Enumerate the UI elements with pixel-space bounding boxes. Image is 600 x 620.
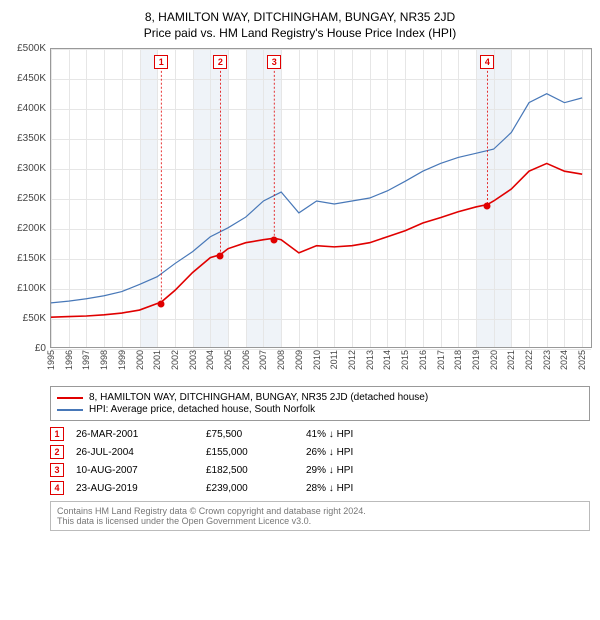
x-tick: 1998 [99,350,109,370]
sale-dot [217,253,224,260]
sale-price: £239,000 [206,483,306,494]
x-tick: 1996 [64,350,74,370]
sale-pct: 28% ↓ HPI [306,483,426,494]
x-tick: 1995 [46,350,56,370]
legend: 8, HAMILTON WAY, DITCHINGHAM, BUNGAY, NR… [50,386,590,421]
x-tick: 2003 [188,350,198,370]
legend-label: 8, HAMILTON WAY, DITCHINGHAM, BUNGAY, NR… [89,392,428,403]
x-tick: 2016 [418,350,428,370]
sale-dot [484,202,491,209]
footer: Contains HM Land Registry data © Crown c… [50,501,590,531]
x-tick: 2002 [170,350,180,370]
legend-row: 8, HAMILTON WAY, DITCHINGHAM, BUNGAY, NR… [57,392,583,403]
x-tick: 2014 [382,350,392,370]
sale-pct: 41% ↓ HPI [306,429,426,440]
footer-line2: This data is licensed under the Open Gov… [57,516,583,526]
sale-row: 4 23-AUG-2019£239,00028% ↓ HPI [50,481,590,495]
sales-table: 1 26-MAR-2001£75,50041% ↓ HPI 2 26-JUL-2004… [50,427,590,495]
page-subtitle: Price paid vs. HM Land Registry's House … [8,26,592,40]
footer-line1: Contains HM Land Registry data © Crown c… [57,506,583,516]
x-tick: 2017 [436,350,446,370]
series-property [51,163,582,317]
x-tick: 2018 [453,350,463,370]
sale-row: 2 26-JUL-2004£155,00026% ↓ HPI [50,445,590,459]
x-tick: 2024 [559,350,569,370]
page-title: 8, HAMILTON WAY, DITCHINGHAM, BUNGAY, NR… [8,10,592,24]
marker-box: 1 [154,55,168,69]
x-tick: 2005 [223,350,233,370]
sale-date: 26-MAR-2001 [76,429,206,440]
marker-box: 2 [213,55,227,69]
sale-price: £182,500 [206,465,306,476]
sale-date: 10-AUG-2007 [76,465,206,476]
x-tick: 2023 [542,350,552,370]
sale-dot [158,300,165,307]
sale-index-box: 4 [50,481,64,495]
series-hpi [51,94,582,303]
x-tick: 2020 [489,350,499,370]
plot-area: 1 2 3 4 [50,48,592,348]
sale-index-box: 2 [50,445,64,459]
legend-swatch [57,397,83,399]
sale-pct: 26% ↓ HPI [306,447,426,458]
sale-row: 1 26-MAR-2001£75,50041% ↓ HPI [50,427,590,441]
x-tick: 2012 [347,350,357,370]
sale-price: £155,000 [206,447,306,458]
x-tick: 2000 [135,350,145,370]
x-tick: 2011 [329,350,339,369]
x-tick: 2008 [276,350,286,370]
legend-row: HPI: Average price, detached house, Sout… [57,404,583,415]
x-tick: 2025 [577,350,587,370]
sale-index-box: 1 [50,427,64,441]
marker-box: 3 [267,55,281,69]
marker-box: 4 [480,55,494,69]
chart-svg [51,49,591,347]
x-tick: 2021 [506,350,516,370]
x-tick: 2006 [241,350,251,370]
x-tick: 2022 [524,350,534,370]
x-tick: 2019 [471,350,481,370]
x-tick: 2001 [152,350,162,370]
sale-date: 23-AUG-2019 [76,483,206,494]
x-tick: 2013 [365,350,375,370]
sale-index-box: 3 [50,463,64,477]
x-tick: 2009 [294,350,304,370]
chart: £500K£450K£400K£350K£300K£250K£200K£150K… [8,48,592,380]
sale-date: 26-JUL-2004 [76,447,206,458]
legend-label: HPI: Average price, detached house, Sout… [89,404,315,415]
x-tick: 1999 [117,350,127,370]
x-tick: 1997 [81,350,91,370]
x-axis: 1995199619971998199920002001200220032004… [50,350,592,380]
legend-swatch [57,409,83,411]
y-axis: £500K£450K£400K£350K£300K£250K£200K£150K… [8,48,50,348]
x-tick: 2010 [312,350,322,370]
sale-dot [271,236,278,243]
x-tick: 2015 [400,350,410,370]
sale-price: £75,500 [206,429,306,440]
sale-row: 3 10-AUG-2007£182,50029% ↓ HPI [50,463,590,477]
x-tick: 2007 [258,350,268,370]
sale-pct: 29% ↓ HPI [306,465,426,476]
x-tick: 2004 [205,350,215,370]
